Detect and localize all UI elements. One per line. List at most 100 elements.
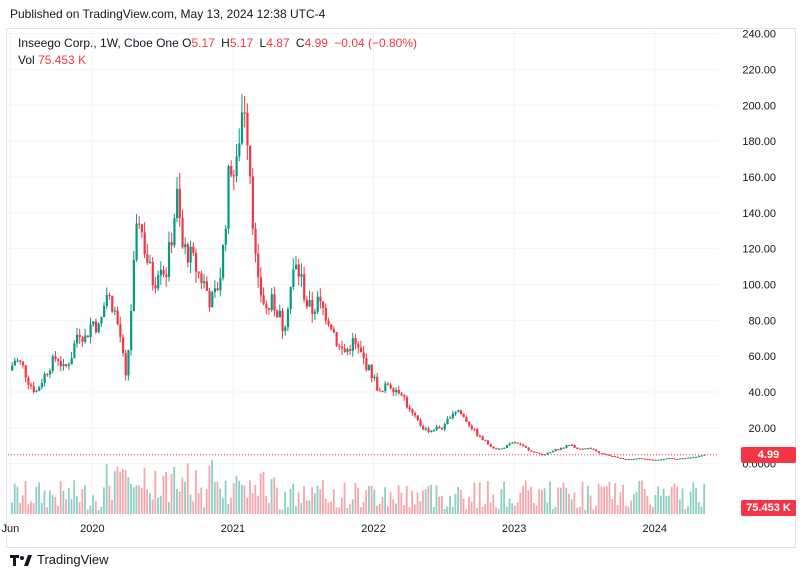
candle-body: [308, 299, 311, 307]
candle-body: [543, 454, 546, 456]
candle-body: [146, 254, 149, 263]
candle-body: [370, 364, 373, 379]
candle-body: [419, 420, 422, 426]
volume-bar: [24, 480, 27, 514]
candle-body: [381, 390, 384, 392]
candle-body: [603, 453, 606, 455]
candle-body: [316, 296, 319, 312]
candle-body: [411, 409, 414, 414]
volume-bar: [216, 481, 219, 514]
candle-body: [84, 335, 87, 342]
volume-bar: [611, 499, 614, 514]
candle-body: [462, 413, 465, 417]
volume-bar: [170, 474, 173, 514]
volume-bar: [668, 495, 670, 514]
symbol-title[interactable]: Inseego Corp., 1W, Cboe One: [18, 36, 179, 50]
candle-body: [167, 242, 171, 277]
volume-bar: [687, 506, 689, 514]
candle-body: [251, 176, 254, 229]
candle-body: [116, 310, 119, 325]
volume-bar: [140, 488, 143, 514]
candle-body: [451, 413, 455, 418]
volume-label: Vol: [18, 53, 35, 67]
volume-bar: [641, 480, 643, 514]
volume-bar: [684, 508, 687, 514]
candle-body: [170, 242, 173, 246]
candle-body: [365, 358, 368, 370]
candle-body: [514, 442, 517, 444]
volume-bar: [335, 507, 338, 514]
volume-bar: [530, 486, 533, 514]
volume-bar: [570, 499, 573, 514]
volume-bar: [108, 485, 111, 514]
volume-bar: [662, 488, 665, 514]
candle-body: [257, 253, 260, 278]
candle-body: [478, 435, 482, 437]
candle-body: [121, 337, 125, 354]
candle-body: [646, 458, 649, 460]
volume-bar: [465, 509, 468, 514]
candle-body: [327, 320, 330, 325]
volume-bar: [430, 484, 432, 514]
candle-body: [595, 449, 598, 452]
volume-bar: [384, 487, 387, 514]
volume-bar: [192, 501, 195, 514]
volume-bar: [111, 500, 113, 514]
y-tick-label: 60.00: [748, 351, 776, 363]
candle-body: [559, 447, 563, 450]
volume-bar: [84, 485, 86, 514]
volume-bar: [219, 488, 222, 514]
tradingview-footer[interactable]: TradingView: [10, 552, 109, 567]
candle-body: [243, 112, 246, 114]
candle-body: [108, 294, 111, 297]
candle-body: [427, 428, 430, 433]
volume-bar: [703, 483, 706, 514]
candle-body: [376, 376, 379, 391]
candle-body: [624, 458, 628, 460]
candle-body: [651, 459, 655, 461]
volume-bar: [251, 493, 254, 514]
candle-body: [149, 261, 152, 263]
volume-bar: [373, 489, 376, 514]
candle-body: [546, 452, 549, 455]
candle-body: [97, 323, 100, 333]
volume-bar: [135, 485, 138, 514]
candle-body: [192, 246, 195, 253]
legend-ohlc-row: Inseego Corp., 1W, Cboe One O5.17 H5.17 …: [18, 35, 420, 52]
candle-body: [660, 459, 663, 461]
volume-bar: [130, 483, 132, 514]
candle-body: [389, 384, 392, 389]
candle-body: [273, 294, 276, 311]
candle-body: [470, 425, 473, 429]
chart-frame[interactable]: [6, 28, 796, 548]
candle-body: [157, 275, 160, 289]
volume-bar: [630, 500, 633, 514]
candle-body: [459, 410, 463, 414]
candle-body: [432, 430, 436, 432]
candle-body: [62, 364, 65, 367]
candle-body: [416, 415, 419, 421]
volume-bar: [295, 506, 297, 514]
candle-body: [397, 389, 400, 394]
candle-body: [246, 112, 249, 146]
candle-body: [468, 421, 471, 426]
volume-bar: [213, 482, 216, 514]
volume-bar: [624, 505, 627, 514]
volume-bar: [346, 508, 349, 514]
volume-bar: [254, 484, 257, 514]
volume-bar: [503, 481, 505, 514]
volume-bar: [116, 466, 119, 514]
candle-body: [570, 444, 573, 446]
volume-bar: [354, 482, 357, 514]
candle-body: [270, 294, 273, 310]
candle-body: [75, 334, 79, 344]
volume-bar: [78, 502, 81, 514]
volume-bar: [16, 486, 19, 514]
volume-bar: [614, 483, 616, 514]
candle-body: [203, 281, 206, 284]
volume-bar: [605, 486, 608, 514]
candle-body: [281, 310, 284, 332]
volume-bar: [289, 488, 292, 514]
candle-body: [403, 395, 406, 398]
